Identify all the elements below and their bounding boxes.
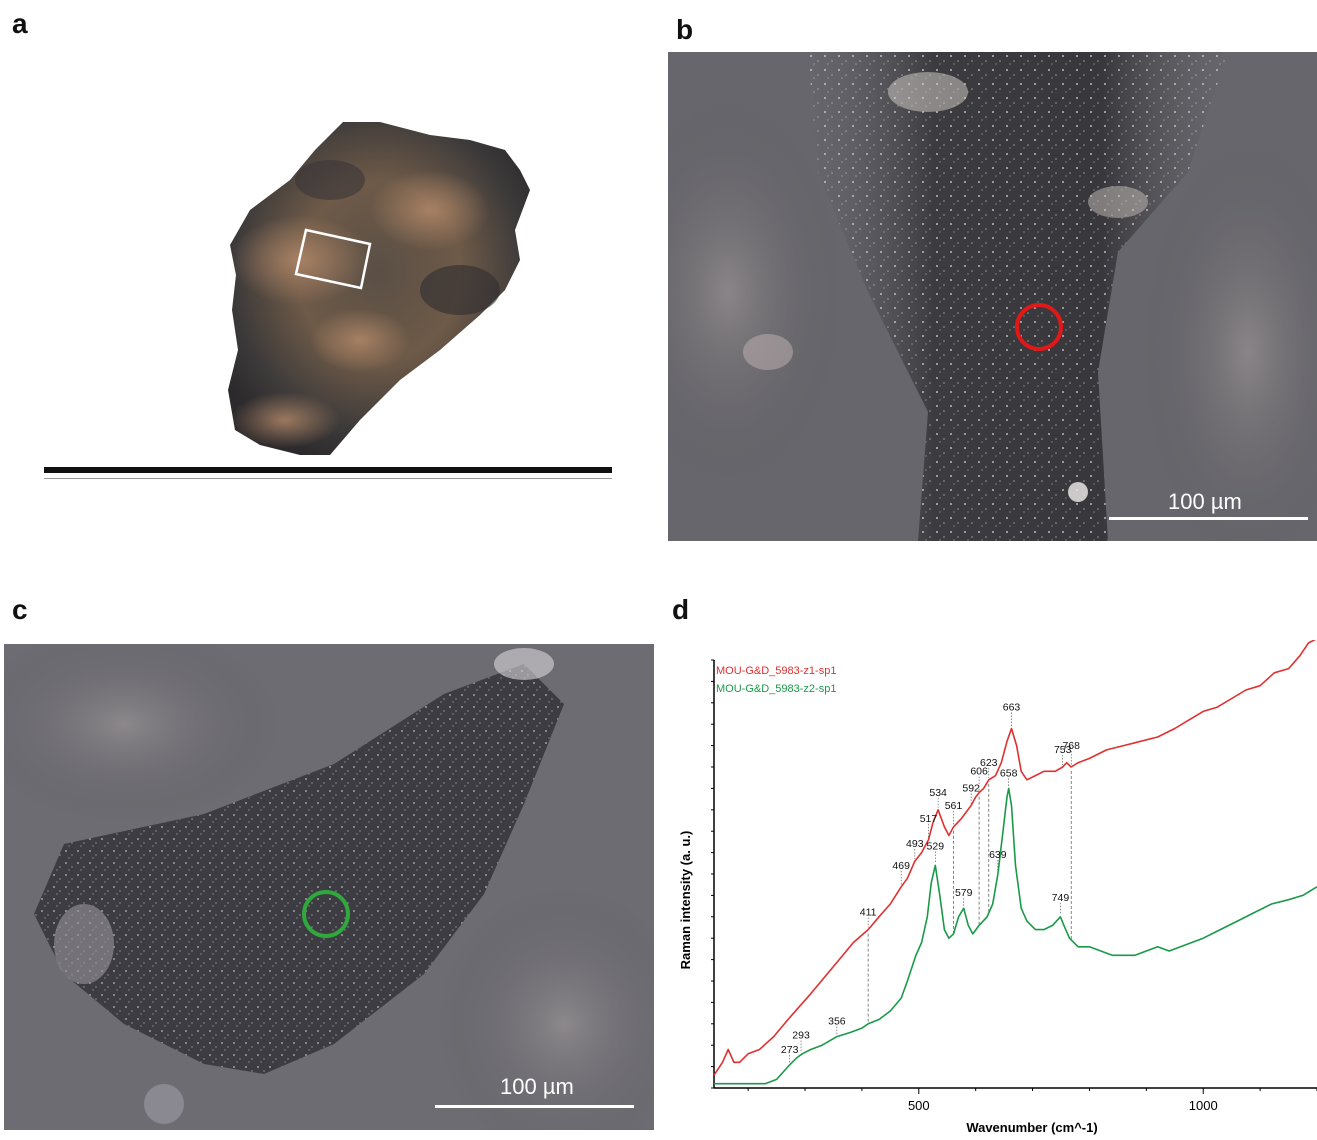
scale-bar-c: [435, 1105, 634, 1108]
panel-label-b: b: [676, 14, 694, 45]
selection-rectangle: [294, 228, 372, 290]
peak-label-green: 356: [828, 1016, 846, 1028]
peak-label-green: 529: [927, 840, 945, 852]
rock-sample-image: [228, 122, 530, 455]
peak-label-red: 411: [860, 907, 877, 919]
peak-label-red: 561: [945, 800, 963, 812]
red-measurement-circle: [1015, 303, 1063, 351]
peak-label-red: 517: [920, 813, 938, 825]
panel-label-c: c: [12, 594, 28, 625]
scale-bar-b: [1109, 517, 1308, 520]
peak-label-red: 493: [906, 838, 924, 850]
peak-label-red: 753: [1054, 744, 1072, 756]
series-line-red: [713, 640, 1317, 1076]
green-measurement-circle: [302, 890, 350, 938]
peak-label-red: 469: [892, 860, 910, 872]
x-tick-label: 1000: [1189, 1098, 1218, 1113]
peak-label-green: 273: [781, 1044, 799, 1056]
peak-label-red: 623: [980, 757, 998, 769]
peak-label-red: 592: [962, 783, 980, 795]
peak-label-red: 606: [970, 766, 988, 778]
peak-label-green: 639: [989, 849, 1007, 861]
scale-bar-label-b: 100 µm: [1168, 489, 1242, 514]
rock-photo: [0, 60, 660, 480]
sample-scale-bar-underline: [44, 478, 612, 479]
peak-label-green: 293: [792, 1030, 810, 1042]
series-line-green: [714, 787, 1317, 1085]
panel-label-d: d: [672, 594, 690, 625]
peak-label-red: 768: [1062, 740, 1080, 752]
peak-label-red: 663: [1003, 701, 1021, 713]
legend-entry-red: MOU-G&D_5983-z1-sp1: [716, 665, 836, 677]
peak-label-green: 749: [1052, 892, 1070, 904]
panel-label-a: a: [12, 8, 28, 39]
scale-bar-label-c: 100 µm: [500, 1074, 574, 1099]
sample-scale-bar: [44, 467, 612, 473]
peak-label-green: 658: [1000, 767, 1018, 779]
peak-label-red: 534: [929, 787, 947, 799]
x-axis-label: Wavenumber (cm^-1): [966, 1120, 1097, 1135]
peak-label-green: 579: [955, 887, 973, 899]
y-axis-label: Raman intensity (a. u.): [678, 831, 693, 970]
microscope-image-b: [668, 52, 1317, 541]
microscope-image-c: [4, 644, 654, 1130]
legend-entry-green: MOU-G&D_5983-z2-sp1: [716, 683, 836, 695]
x-tick-label: 500: [908, 1098, 930, 1113]
